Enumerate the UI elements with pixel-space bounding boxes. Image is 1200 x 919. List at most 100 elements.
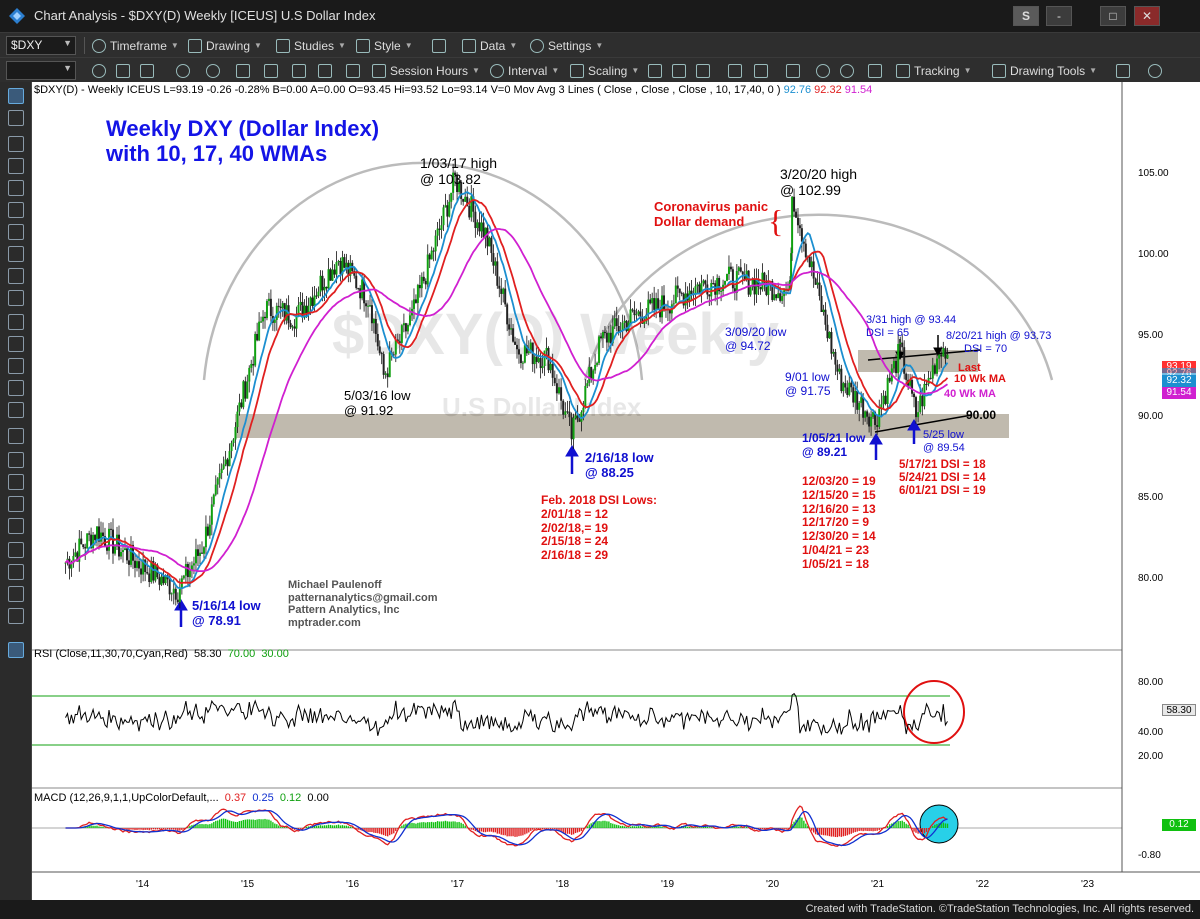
annotation-low-2014[interactable]: 5/16/14 low @ 78.91 [192, 598, 261, 629]
add-window-button[interactable] [1116, 62, 1130, 79]
session-hours-menu[interactable]: Session Hours ▼ [372, 62, 480, 79]
histogram-button[interactable] [754, 62, 768, 79]
annotation-low-0105[interactable]: 1/05/21 low @ 89.21 [802, 431, 865, 460]
annotation-high-2020[interactable]: 3/20/20 high @ 102.99 [780, 166, 857, 198]
indicator-button[interactable] [346, 62, 360, 79]
ma-17-line[interactable] [64, 199, 949, 584]
annotation-low-0309[interactable]: 3/09/20 low @ 94.72 [725, 325, 786, 354]
annotation-dsi-2020[interactable]: 12/03/20 = 19 12/15/20 = 15 12/16/20 = 1… [802, 474, 876, 572]
annotation-level-90[interactable]: 90.00 [966, 408, 997, 422]
drawing-menu[interactable]: Drawing ▼ [188, 37, 262, 54]
link-button[interactable] [92, 62, 106, 79]
point-figure-button[interactable] [786, 62, 800, 79]
arc-tool-icon[interactable] [8, 452, 24, 468]
crosshair-button[interactable] [318, 62, 332, 79]
regression-tool-icon[interactable] [8, 246, 24, 262]
price-bar [936, 358, 938, 374]
draw-mode-tool-icon[interactable] [8, 642, 24, 658]
camera-button[interactable] [264, 62, 278, 79]
drawing-tools-menu[interactable]: Drawing Tools ▼ [992, 62, 1097, 79]
vertical-line-tool-icon[interactable] [8, 202, 24, 218]
channel-tool-icon[interactable] [8, 224, 24, 240]
gann-tool-icon[interactable] [8, 314, 24, 330]
annotation-coronavirus[interactable]: Coronavirus panic Dollar demand [654, 199, 768, 230]
grid-button[interactable] [140, 62, 154, 79]
annotation-low-2016[interactable]: 5/03/16 low @ 91.92 [344, 388, 411, 419]
arc-2017[interactable] [202, 161, 644, 381]
macd-signal-line[interactable] [65, 809, 948, 847]
target-tool-icon[interactable] [8, 380, 24, 396]
fib-extension-tool-icon[interactable] [8, 290, 24, 306]
timeframe-menu[interactable]: Timeframe ▼ [92, 37, 179, 54]
chart-panel[interactable]: $DXY(D) Weekly U.S Dollar Index [32, 82, 1200, 900]
layout-grid-button[interactable] [868, 62, 882, 79]
zoom-in-button[interactable] [816, 62, 830, 79]
data-menu[interactable]: Data ▼ [462, 37, 517, 54]
refresh-button[interactable] [206, 62, 220, 79]
fibonacci-tool-icon[interactable] [8, 268, 24, 284]
rsi-line[interactable] [65, 692, 948, 737]
cloud-button[interactable] [1148, 62, 1162, 79]
layout-button[interactable] [432, 37, 446, 54]
image-button[interactable] [236, 62, 250, 79]
minimize-button[interactable]: - [1046, 6, 1072, 26]
maximize-button[interactable]: □ [1100, 6, 1126, 26]
style-menu[interactable]: Style ▼ [356, 37, 413, 54]
alert-button[interactable] [176, 62, 190, 79]
zoom-out-button[interactable] [840, 62, 854, 79]
trendline-tool-icon[interactable] [8, 136, 24, 152]
arc-2020[interactable] [583, 213, 1054, 381]
annotation-low-2018[interactable]: 2/16/18 low @ 88.25 [585, 450, 654, 481]
tracking-menu[interactable]: Tracking ▼ [896, 62, 972, 79]
macd-line[interactable] [65, 805, 948, 847]
annotation-high-0331[interactable]: 3/31 high @ 93.44 DSI = 65 [866, 314, 956, 339]
print-button[interactable] [292, 62, 306, 79]
annotation-high-2017[interactable]: 1/03/17 high @ 103.82 [420, 155, 497, 187]
chart-canvas[interactable]: $DXY(D) Weekly U.S Dollar Index [32, 82, 1200, 900]
annotation-low-0901[interactable]: 9/01 low @ 91.75 [785, 370, 831, 399]
ellipse-tool-icon[interactable] [8, 496, 24, 512]
interval-menu[interactable]: Interval ▼ [490, 62, 559, 79]
andrews-pitchfork-tool-icon[interactable] [8, 358, 24, 374]
s-button[interactable]: S [1013, 6, 1039, 26]
trendline-upper[interactable] [867, 349, 981, 361]
annotation-high-0820[interactable]: 8/20/21 high @ 93.73 DSI = 70 [946, 330, 1051, 355]
zigzag-tool-icon[interactable] [8, 428, 24, 444]
annotation-dsi-2021[interactable]: 5/17/21 DSI = 18 5/24/21 DSI = 14 6/01/2… [899, 459, 986, 499]
symbol-input[interactable]: $DXY ▼ [6, 36, 76, 55]
scaling-menu[interactable]: Scaling ▼ [570, 62, 639, 79]
speed-lines-tool-icon[interactable] [8, 336, 24, 352]
settings-menu[interactable]: Settings ▼ [530, 37, 603, 54]
candle-type-button[interactable] [672, 62, 686, 79]
cursor-tool-icon[interactable] [8, 110, 24, 126]
ray-tool-icon[interactable] [8, 158, 24, 174]
text-tool-icon[interactable] [8, 542, 24, 558]
author-credit[interactable]: Michael Paulenoff patternanalytics@gmail… [288, 579, 438, 630]
cycle-lines-tool-icon[interactable] [8, 402, 24, 418]
annotation-last[interactable]: Last [958, 362, 981, 374]
trendline-lower[interactable] [874, 414, 973, 433]
price-bar [442, 207, 445, 226]
line-type-button[interactable] [696, 62, 710, 79]
workspace-select[interactable]: ▼ [6, 61, 76, 80]
ma-10-line[interactable] [64, 190, 949, 590]
pane-button[interactable] [116, 62, 130, 79]
arrow-tool-icon[interactable] [8, 564, 24, 580]
annotation-ma40[interactable]: 40 Wk MA [944, 388, 996, 400]
horizontal-line-tool-icon[interactable] [8, 180, 24, 196]
annotation-low-0525[interactable]: 5/25 low @ 89.54 [923, 429, 965, 454]
close-button[interactable]: ✕ [1134, 6, 1160, 26]
annotation-ma10[interactable]: 10 Wk MA [954, 373, 1006, 385]
bar-type-button[interactable] [648, 62, 662, 79]
studies-menu[interactable]: Studies ▼ [276, 37, 346, 54]
volume-button[interactable] [728, 62, 742, 79]
pointer-tool-icon[interactable] [8, 88, 24, 104]
percent-tool-icon[interactable] [8, 586, 24, 602]
annotation-dsi-2018[interactable]: Feb. 2018 DSI Lows: 2/01/18 = 12 2/02/18… [541, 493, 657, 563]
rsi-highlight-circle[interactable] [903, 680, 965, 744]
chart-title[interactable]: Weekly DXY (Dollar Index) with 10, 17, 4… [106, 116, 379, 167]
rectangle-tool-icon[interactable] [8, 518, 24, 534]
ma-40-line[interactable] [64, 228, 948, 573]
measure-tool-icon[interactable] [8, 608, 24, 624]
triangle-tool-icon[interactable] [8, 474, 24, 490]
